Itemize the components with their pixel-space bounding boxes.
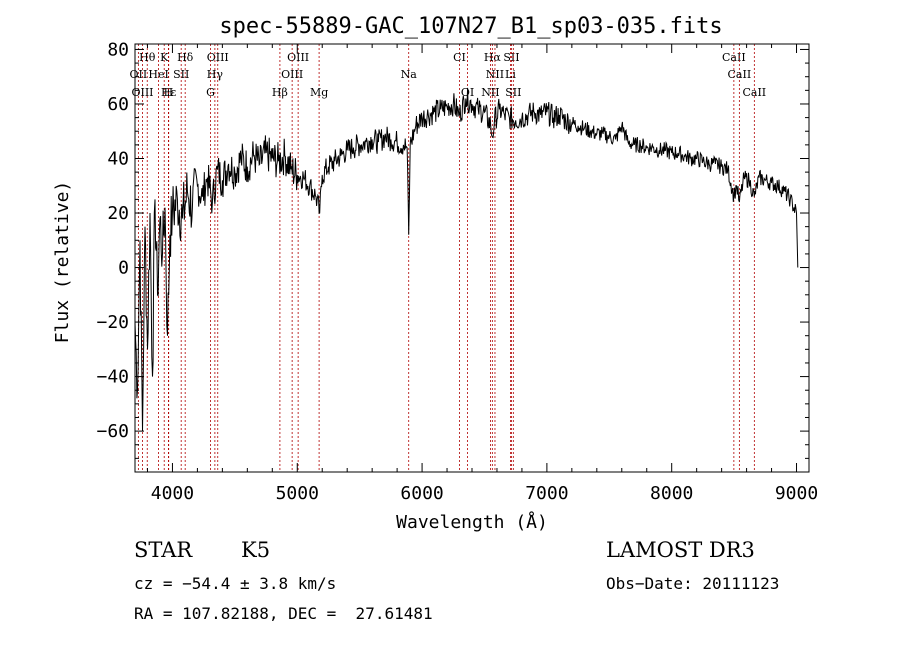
line-marker-label-17: CaII [728,68,752,81]
line-marker-label-2: Hδ [177,51,194,64]
line-marker-label-4: OIII [287,51,309,64]
y-tick-label-40: 40 [107,148,129,169]
line-marker-label-12: Hγ [207,68,224,81]
object-class: STAR [134,538,193,562]
redshift-text: cz = −54.4 ± 3.8 km/s [134,574,337,593]
line-marker-label-7: SII [503,51,519,64]
y-tick-label-60: 60 [107,94,129,115]
coordinates-text: RA = 107.82188, DEC = 27.61481 [134,604,433,623]
line-marker-label-18: OIII [131,86,153,99]
line-marker-label-16: Li [505,68,516,81]
line-marker-label-3: OIII [207,51,229,64]
line-marker-label-6: Hα [484,51,502,64]
line-marker-label-11: SII [173,68,189,81]
y-tick-label--60: −60 [96,421,129,442]
line-marker-label-9: OII [130,68,148,81]
line-marker-label-13: OIII [281,68,303,81]
x-tick-label-5000: 5000 [276,483,319,504]
y-axis-label: Flux (relative) [52,181,73,344]
y-tick-label-80: 80 [107,39,129,60]
spectral-subclass: K5 [241,538,271,562]
x-tick-label-8000: 8000 [650,483,693,504]
line-marker-label-25: NII [481,86,499,99]
y-tick-label--20: −20 [96,312,129,333]
y-axis: −60 −40 −20 0 20 40 60 80 [96,39,809,459]
line-marker-label-27: CaII [742,86,766,99]
line-marker-label-22: Hβ [272,86,288,99]
x-tick-label-7000: 7000 [525,483,568,504]
y-tick-label-20: 20 [107,203,129,224]
chart-title: spec-55889-GAC_107N27_B1_sp03-035.fits [219,14,722,39]
observation-date: Obs−Date: 20111123 [606,574,780,593]
x-tick-label-6000: 6000 [400,483,443,504]
x-tick-label-9000: 9000 [775,483,818,504]
line-marker-label-14: Na [401,68,418,81]
line-marker-label-20: H [164,86,174,99]
x-axis-label: Wavelength (Å) [396,511,548,533]
line-marker-label-8: CaII [722,51,746,64]
line-marker-label-5: CI [453,51,466,64]
line-marker-label-15: NII [486,68,504,81]
y-tick-label-0: 0 [118,258,129,279]
spectrum-series-line [134,87,799,432]
line-marker-label-10: HeI [148,68,168,81]
line-marker-label-0: Hθ [139,51,156,64]
line-marker-label-26: SII [505,86,521,99]
line-marker-label-21: G [206,86,215,99]
x-tick-label-4000: 4000 [151,483,194,504]
line-marker-label-1: K [160,51,169,64]
survey-name: LAMOST DR3 [606,538,755,562]
y-tick-label--40: −40 [96,367,129,388]
x-axis: 4000 5000 6000 7000 8000 9000 [146,44,818,504]
line-marker-label-23: Mg [310,86,328,99]
